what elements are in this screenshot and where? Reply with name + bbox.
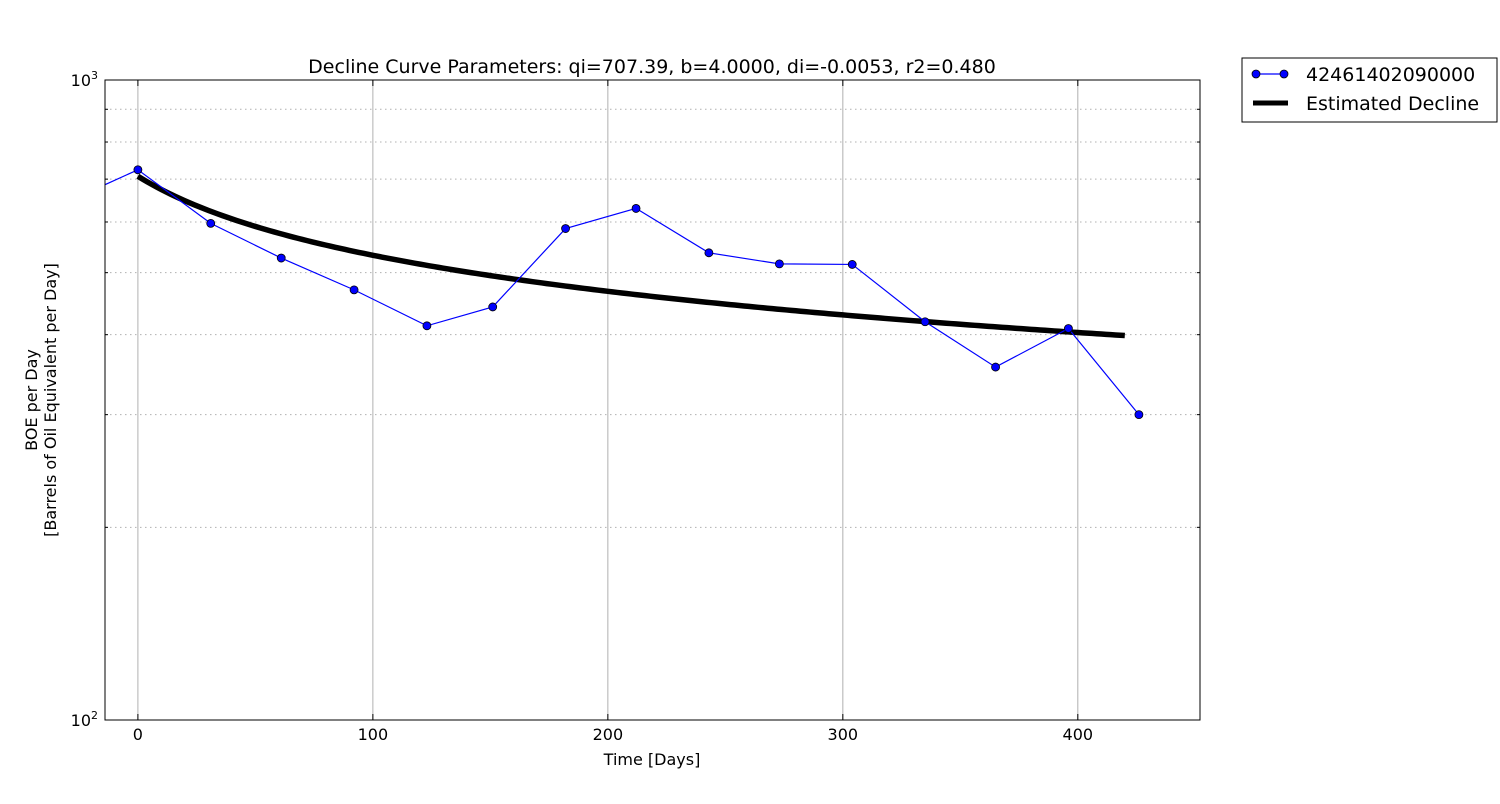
- data-point-14: [1064, 324, 1073, 333]
- estimated-decline-curve: [136, 173, 1125, 339]
- data-point-1: [133, 165, 143, 175]
- data-point-5: [422, 321, 432, 331]
- legend-label-decline: Estimated Decline: [1306, 93, 1479, 115]
- axis-ticks: 0 100 200 300 400 102 103: [71, 69, 1200, 744]
- x-tick-label-4: 400: [1063, 725, 1094, 744]
- legend-marker-dot-right: [1279, 69, 1289, 79]
- data-point-15: [1134, 410, 1144, 420]
- x-tick-label-3: 300: [828, 725, 859, 744]
- grid-lines: [105, 80, 1200, 720]
- x-tick-label-0: 0: [133, 725, 143, 744]
- data-point-0: [61, 199, 69, 207]
- data-point-6: [488, 302, 498, 312]
- data-point-7: [561, 224, 570, 233]
- legend-marker-dot-left: [1251, 69, 1261, 79]
- y-tick-label-1: 103: [71, 69, 98, 90]
- y-axis-label-line1: BOE per Day: [22, 349, 41, 451]
- x-tick-label-1: 100: [358, 725, 389, 744]
- data-point-11: [847, 260, 857, 269]
- x-tick-label-2: 200: [593, 725, 624, 744]
- legend-box: [1241, 57, 1498, 123]
- plot-background: [105, 80, 1200, 720]
- legend-label-well: 42461402090000: [1306, 64, 1475, 86]
- y-tick-label-0: 102: [71, 709, 98, 730]
- data-point-9: [704, 248, 714, 258]
- data-point-8: [631, 204, 641, 213]
- well-production-line: [105, 169, 1140, 416]
- data-point-12: [920, 317, 930, 327]
- data-point-10: [774, 259, 784, 269]
- y-axis-label-line2: [Barrels of Oil Equivalent per Day]: [41, 263, 60, 537]
- x-axis-label: Time [Days]: [603, 750, 701, 769]
- legend: 42461402090000 Estimated Decline: [1241, 57, 1498, 123]
- data-point-3: [276, 253, 286, 263]
- chart-title: Decline Curve Parameters: qi=707.39, b=4…: [308, 56, 996, 78]
- series-layer: [61, 165, 1144, 420]
- plot-frame: [104, 79, 1201, 721]
- data-point-13: [991, 362, 1000, 372]
- data-point-2: [206, 218, 216, 228]
- data-point-4: [349, 285, 359, 295]
